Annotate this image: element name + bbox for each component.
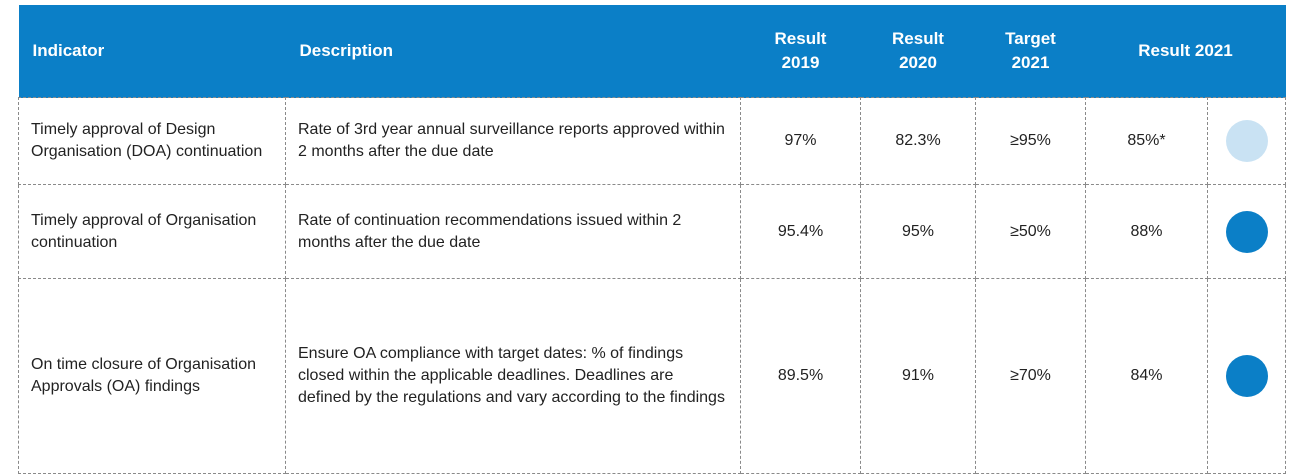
value-cell: 95% xyxy=(860,184,976,279)
value-cell: 84% xyxy=(1085,278,1208,474)
indicator-cell: Timely approval of Organisation continua… xyxy=(18,184,286,279)
description-cell: Rate of 3rd year annual surveillance rep… xyxy=(285,97,741,185)
value-cell: 88% xyxy=(1085,184,1208,279)
description-cell: Ensure OA compliance with target dates: … xyxy=(285,278,741,474)
value-cell: 85%* xyxy=(1085,97,1208,185)
status-cell xyxy=(1207,97,1286,185)
status-dot xyxy=(1225,355,1268,397)
description-cell: Rate of continuation recommendations iss… xyxy=(285,184,741,279)
value-cell: ≥50% xyxy=(975,184,1086,279)
indicator-cell: Timely approval of Design Organisation (… xyxy=(18,97,286,185)
header-cell: Description xyxy=(285,5,741,98)
value-cell: ≥70% xyxy=(975,278,1086,474)
value-cell: 91% xyxy=(860,278,976,474)
value-cell: 95.4% xyxy=(740,184,861,279)
value-cell: 97% xyxy=(740,97,861,185)
status-cell xyxy=(1207,184,1286,279)
header-cell: Indicator xyxy=(18,5,286,98)
results-table: Indicator Description Result 2019 Result… xyxy=(18,5,1286,474)
header-cell: Result 2021 xyxy=(1085,5,1286,98)
header-cell: Target 2021 xyxy=(975,5,1086,98)
header-cell: Result 2020 xyxy=(860,5,976,98)
table-row: Timely approval of Organisation continua… xyxy=(18,184,1286,279)
status-cell xyxy=(1207,278,1286,474)
table-row: Timely approval of Design Organisation (… xyxy=(18,97,1286,185)
status-dot xyxy=(1225,120,1268,162)
value-cell: 89.5% xyxy=(740,278,861,474)
value-cell: 82.3% xyxy=(860,97,976,185)
indicator-cell: On time closure of Organisation Approval… xyxy=(18,278,286,474)
header-row: Indicator Description Result 2019 Result… xyxy=(18,5,1286,98)
table-row: On time closure of Organisation Approval… xyxy=(18,278,1286,474)
value-cell: ≥95% xyxy=(975,97,1086,185)
header-cell: Result 2019 xyxy=(740,5,861,98)
status-dot xyxy=(1225,210,1268,253)
